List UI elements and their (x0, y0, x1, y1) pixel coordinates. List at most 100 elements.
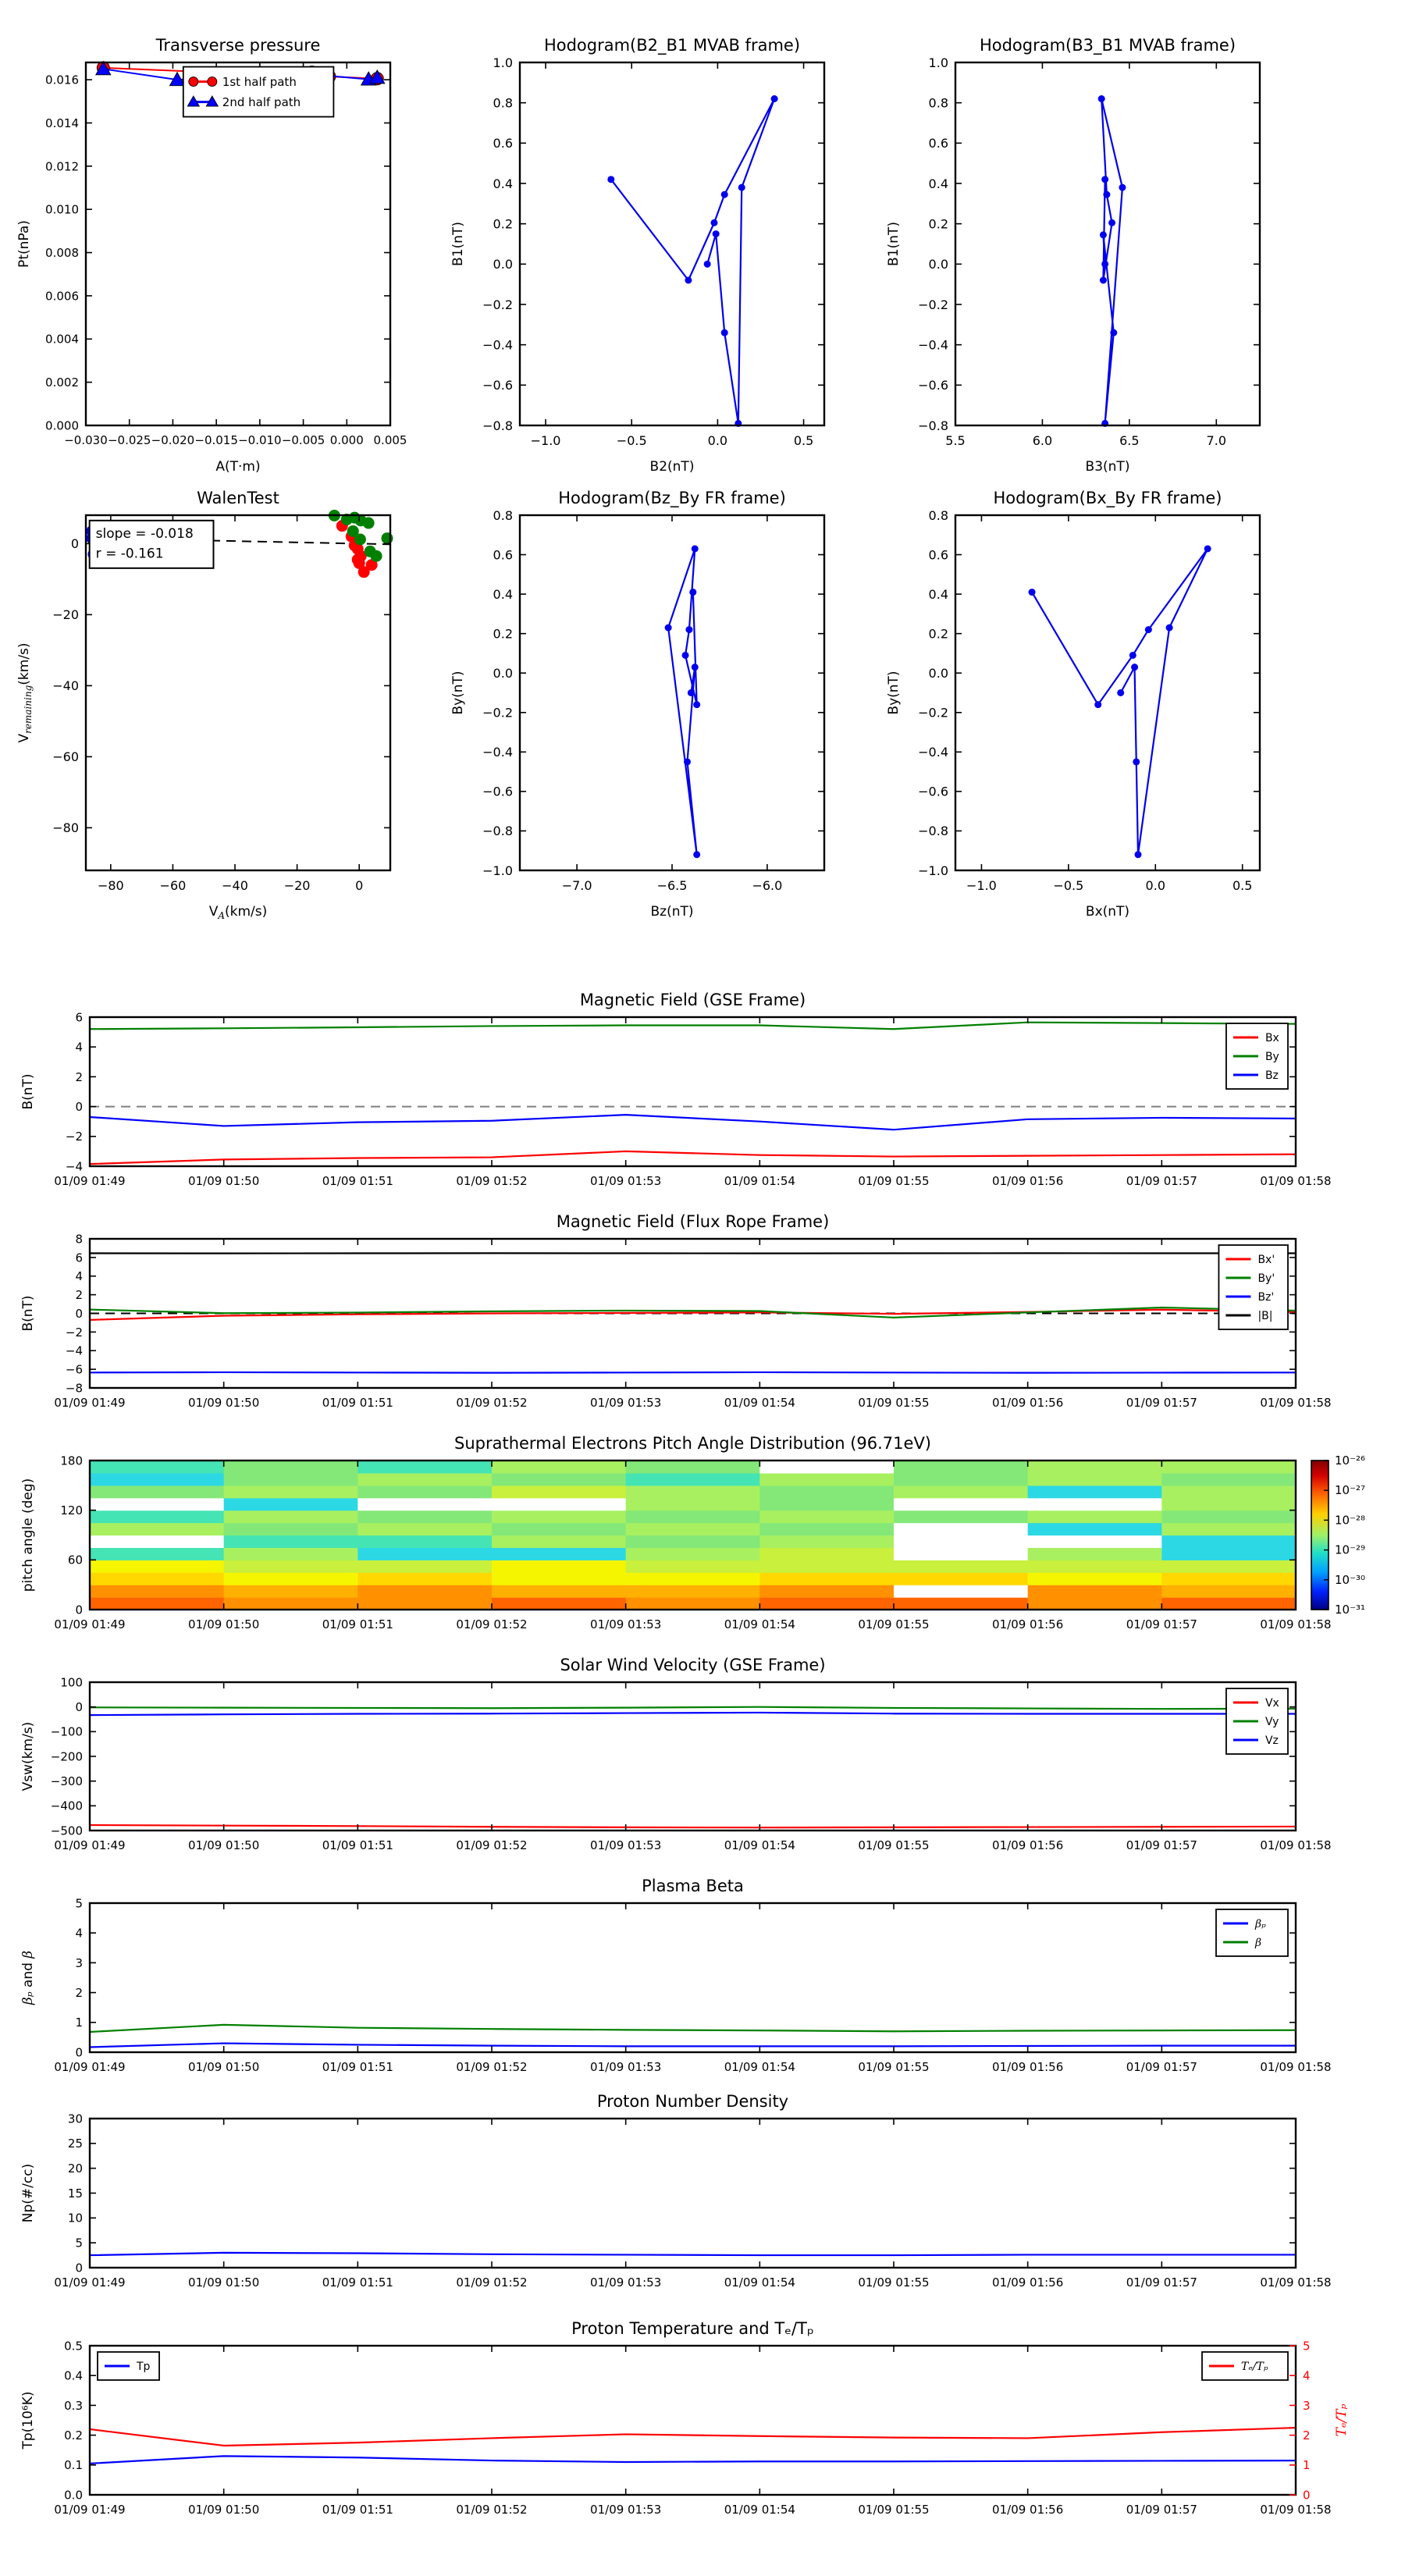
x-tick-label: 0.0 (708, 433, 727, 448)
x-tick-label: −0.005 (282, 433, 325, 447)
chart-transverse-pressure: −0.030 −0.025 −0.020 −0.015 −0.010 −0.005 0.00… (8, 22, 500, 480)
axis-ticks: −80 −60 −40 −20 0 0 −20 −40 −60 −80 (52, 515, 390, 893)
x-tick-label: 01/09 01:55 (858, 1617, 929, 1631)
y-tick-label: 0.002 (45, 375, 79, 390)
y-tick-label: 0 (75, 1307, 83, 1321)
x-tick-label: 01/09 01:52 (456, 2275, 527, 2290)
series-vz (88, 1711, 1297, 1717)
y-tick-label: 8 (75, 1232, 83, 1246)
y-tick-label: 0.012 (45, 159, 79, 173)
x-tick-label: 01/09 01:55 (858, 2060, 929, 2074)
x-tick-label: −1.0 (531, 433, 561, 448)
x-tick-label: −0.015 (194, 433, 238, 447)
y-tick-label: 30 (68, 2112, 83, 2126)
legend-label: Vz (1265, 1735, 1279, 1747)
y-tick-label: 0.4 (929, 176, 948, 191)
series-bx (88, 1150, 1297, 1165)
y-tick-label: 5 (75, 2236, 83, 2250)
legend-label: 1st half path (222, 75, 297, 89)
y-tick-label: 0.0 (929, 666, 948, 681)
y-tick-label: 0 (75, 2045, 83, 2059)
plot-border (518, 514, 826, 872)
y-tick-label: 60 (68, 1553, 83, 1567)
y-tick-label: 0.014 (45, 116, 79, 130)
x-tick-label: −40 (222, 878, 248, 893)
chart-svg-solar-wind-velocity: 01/09 01:49 01/09 01:50 01/09 01:51 01/09 0… (20, 1656, 1332, 1852)
y-tick-label: 3 (75, 1956, 83, 1970)
x-tick-label: 01/09 01:54 (724, 2503, 795, 2517)
y-tick-label: 0.8 (929, 95, 948, 110)
x-tick-label: 01/09 01:51 (322, 1617, 393, 1631)
chart-title: Hodogram(B2_B1 MVAB frame) (544, 36, 800, 55)
y-axis-label: Tp(10⁶K) (20, 2391, 36, 2450)
y-axis-label: Pt(nPa) (16, 220, 32, 268)
y-axis-label: By(nT) (886, 671, 902, 714)
chart-svg-hodogram-b3-b1: 5.5 6.0 6.5 7.0 −0.8 −0.6 −0.4 −0.2 0.0 0.2 0.4 0.6… (886, 36, 1261, 475)
x-tick-label: 01/09 01:50 (188, 1174, 259, 1188)
x-tick-label: 5.5 (945, 433, 965, 448)
y-tick-label: −0.4 (482, 745, 513, 760)
y-tick-label: −2 (66, 1130, 83, 1144)
series-np (88, 2251, 1297, 2257)
y-tick-label: 1.0 (929, 55, 948, 70)
y-tick-label: 0.4 (64, 2369, 83, 2383)
legend-label: Bz' (1257, 1291, 1274, 1304)
axis-ticks: 01/09 01:49 01/09 01:50 01/09 01:51 01/09 0… (54, 1453, 1331, 1631)
y-tick-label: 0.4 (929, 587, 948, 602)
y-tick-label: −0.4 (482, 337, 513, 352)
series-beta-p (88, 2042, 1297, 2048)
axis-ticks: −7.0 −6.5 −6.0 −1.0 −0.8 −0.6 −0.4 −0.2 0.0 0.2 0.… (482, 508, 824, 893)
y-tick-label: −0.8 (482, 418, 513, 433)
x-tick-label: 01/09 01:50 (188, 2503, 259, 2517)
x-tick-label: −0.025 (108, 433, 151, 447)
y-tick-label: −0.6 (482, 378, 513, 393)
axis-ticks: −1.0 −0.5 0.0 0.5 −1.0 −0.8 −0.6 −0.4 −0.2 0.0 0.2… (918, 508, 1260, 893)
y-tick-label: 0.000 (45, 418, 79, 432)
plot-border (88, 1681, 1297, 1832)
x-tick-label: 01/09 01:50 (188, 1396, 259, 1410)
x-tick-label: 01/09 01:49 (54, 1396, 125, 1410)
x-tick-label: 01/09 01:58 (1260, 2060, 1331, 2074)
colorbar-tick-label: 10⁻³¹ (1335, 1603, 1365, 1617)
x-tick-label: 01/09 01:49 (54, 1174, 125, 1188)
series-bz-by-path (664, 545, 701, 859)
y-tick-label: 0.2 (493, 216, 513, 231)
series-bz (88, 1114, 1297, 1131)
x-tick-label: 01/09 01:54 (724, 2060, 795, 2074)
y-tick-label: 2 (75, 1288, 83, 1302)
right-y-axis-label: Tₑ/Tₚ (1334, 2403, 1350, 2436)
x-tick-label: 01/09 01:57 (1126, 1174, 1197, 1188)
x-axis-label: B2(nT) (650, 459, 695, 475)
y-tick-label: 0.4 (493, 176, 513, 191)
x-tick-label: 0.5 (794, 433, 813, 448)
y-tick-label: 6 (75, 1010, 83, 1024)
series-by (88, 1021, 1297, 1030)
y-axis-label: pitch angle (deg) (20, 1478, 36, 1592)
colorbar-tick-label: 10⁻²⁸ (1335, 1513, 1365, 1527)
y-tick-label: 10 (68, 2211, 83, 2226)
x-tick-label: 01/09 01:51 (322, 2275, 393, 2290)
y-tick-label: 0.4 (493, 587, 513, 602)
series-te-tp (88, 2426, 1297, 2447)
y-tick-label: 0.6 (929, 136, 948, 151)
right-y-tick-label: 5 (1303, 2339, 1311, 2353)
series-bx-by-path (1028, 545, 1211, 859)
y-tick-label: −40 (52, 678, 79, 693)
y-tick-label: 0.8 (493, 508, 513, 523)
chart-hodogram-b2-b1: −1.0 −0.5 0.0 0.5 −0.8 −0.6 −0.4 −0.2 0.0 0.2 0.4 0… (442, 22, 934, 480)
legend-label: Vx (1265, 1697, 1279, 1710)
y-tick-label: 0.008 (45, 246, 79, 260)
y-tick-label: −0.6 (482, 785, 513, 799)
x-tick-label: 01/09 01:53 (590, 1838, 661, 1852)
y-tick-label: −4 (66, 1344, 83, 1358)
y-tick-label: −0.2 (918, 706, 948, 720)
x-tick-label: 01/09 01:56 (992, 1396, 1063, 1410)
y-tick-label: −0.8 (918, 418, 948, 433)
y-tick-label: −500 (51, 1823, 83, 1838)
plot-border (88, 1902, 1297, 2054)
y-tick-label: −200 (51, 1749, 83, 1763)
colorbar-tick-label: 10⁻²⁹ (1335, 1543, 1365, 1557)
axis-ticks: 5.5 6.0 6.5 7.0 −0.8 −0.6 −0.4 −0.2 0.0 0.2 0.4 0.6… (918, 55, 1260, 448)
x-tick-label: 01/09 01:58 (1260, 1174, 1331, 1188)
x-tick-label: 01/09 01:54 (724, 2275, 795, 2290)
